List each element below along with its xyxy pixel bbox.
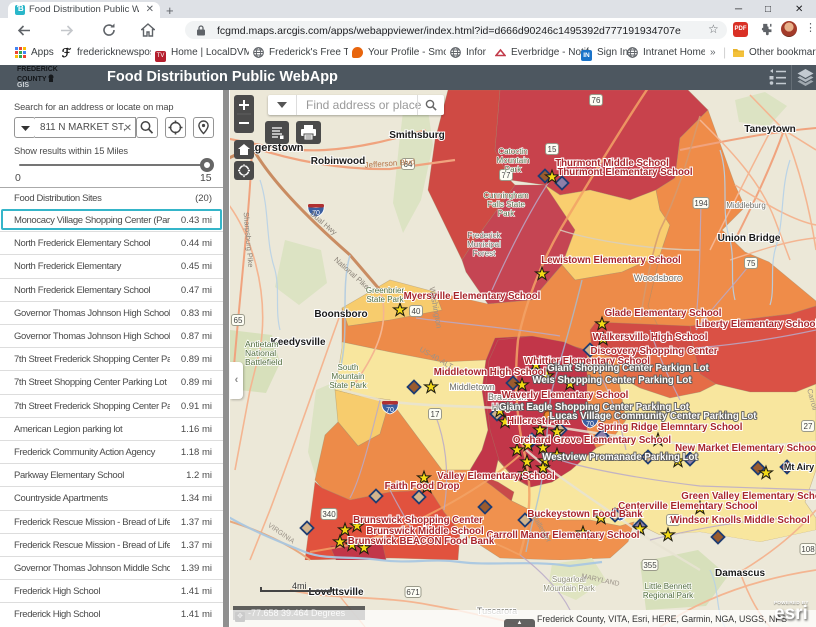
svg-text:Sugarloaf: Sugarloaf — [552, 575, 587, 584]
svg-text:Cunningham: Cunningham — [483, 191, 529, 200]
svg-text:Catoctin: Catoctin — [498, 147, 527, 156]
svg-text:Little Bennett: Little Bennett — [645, 582, 692, 591]
svg-text:75: 75 — [669, 516, 678, 525]
svg-text:Antietam: Antietam — [245, 339, 279, 349]
svg-text:355: 355 — [643, 561, 657, 570]
svg-text:Lucas Village Community Center: Lucas Village Community Center Parking L… — [549, 411, 757, 422]
svg-text:Boonsboro: Boonsboro — [314, 309, 367, 320]
svg-text:Buckeystown Food Bank: Buckeystown Food Bank — [527, 509, 643, 520]
svg-text:Orchard Grove Elementary Schoo: Orchard Grove Elementary School — [513, 435, 671, 446]
svg-text:Glade Elementary School: Glade Elementary School — [605, 308, 722, 319]
svg-text:27: 27 — [804, 422, 813, 431]
svg-text:Windsor Knolls Middle School: Windsor Knolls Middle School — [670, 515, 809, 526]
svg-text:Middleburg: Middleburg — [726, 201, 766, 210]
svg-text:Middletown: Middletown — [449, 382, 495, 392]
svg-text:Myersville Elementary School: Myersville Elementary School — [404, 291, 541, 302]
svg-text:Park: Park — [505, 165, 522, 174]
svg-text:Mountain Park: Mountain Park — [543, 584, 596, 593]
svg-text:Valley Elementary School: Valley Elementary School — [437, 471, 554, 482]
svg-text:Greenbrier: Greenbrier — [366, 286, 405, 295]
svg-text:Smithsburg: Smithsburg — [389, 130, 445, 141]
svg-text:Giant Eagle Shopping Center Pa: Giant Eagle Shopping Center Parking Lot — [499, 402, 690, 413]
svg-text:Discovery Shopping Center: Discovery Shopping Center — [590, 346, 717, 357]
svg-text:Jefferson Blvd: Jefferson Blvd — [364, 157, 415, 170]
svg-text:Mt Airy: Mt Airy — [784, 462, 814, 472]
svg-text:671: 671 — [406, 588, 420, 597]
svg-text:340: 340 — [322, 510, 336, 519]
svg-text:Union Bridge: Union Bridge — [718, 233, 781, 244]
svg-text:Braddock: Braddock — [488, 392, 527, 402]
svg-text:Brunswick Shopping Center: Brunswick Shopping Center — [353, 515, 483, 526]
svg-text:Taneytown: Taneytown — [744, 124, 795, 135]
svg-text:108: 108 — [801, 545, 815, 554]
svg-text:Heights: Heights — [492, 402, 523, 412]
svg-text:South: South — [338, 363, 359, 372]
svg-text:Lewistown Elementary School: Lewistown Elementary School — [541, 255, 680, 266]
svg-text:Municipal: Municipal — [467, 240, 501, 249]
svg-text:Waverly Elementary School: Waverly Elementary School — [502, 390, 629, 401]
svg-text:77: 77 — [502, 171, 511, 180]
svg-text:Falls State: Falls State — [487, 200, 525, 209]
svg-text:Spring Ridge Elemntary School: Spring Ridge Elemntary School — [598, 422, 743, 433]
svg-text:Walkersville High School: Walkersville High School — [593, 332, 708, 343]
svg-text:Brunswick Middle School: Brunswick Middle School — [366, 526, 483, 537]
svg-text:Damascus: Damascus — [715, 568, 765, 579]
svg-text:Keedysville: Keedysville — [270, 337, 325, 348]
svg-text:Park: Park — [498, 209, 515, 218]
svg-text:Hillcrest Park: Hillcrest Park — [507, 416, 570, 427]
svg-text:70: 70 — [386, 407, 394, 414]
svg-text:State Park: State Park — [329, 381, 367, 390]
svg-text:Carroll: Carroll — [805, 388, 816, 412]
svg-text:Woodsboro: Woodsboro — [634, 273, 682, 284]
svg-text:15: 15 — [548, 145, 557, 154]
svg-text:Liberty Elementary School: Liberty Elementary School — [696, 319, 816, 330]
svg-text:76: 76 — [592, 96, 601, 105]
svg-text:75: 75 — [747, 259, 756, 268]
svg-text:194: 194 — [694, 199, 708, 208]
svg-text:64: 64 — [404, 160, 413, 169]
svg-text:Mountain: Mountain — [332, 372, 365, 381]
svg-text:Brunswick BEACON Food Bank: Brunswick BEACON Food Bank — [348, 536, 495, 547]
svg-text:Weis Shopping Center Parking L: Weis Shopping Center Parking Lot — [532, 375, 692, 386]
svg-text:40: 40 — [412, 307, 421, 316]
svg-text:Lovettsville: Lovettsville — [308, 587, 363, 598]
svg-text:Robinwood: Robinwood — [311, 156, 365, 167]
svg-text:Thurmont Elementary School: Thurmont Elementary School — [557, 167, 692, 178]
svg-text:Middletown High School: Middletown High School — [434, 367, 546, 378]
svg-text:Whittier Elementary School: Whittier Elementary School — [524, 356, 650, 367]
svg-text:Centerville Elementary School: Centerville Elementary School — [618, 501, 757, 512]
svg-text:Westview Promanade Parking Lot: Westview Promanade Parking Lot — [542, 452, 698, 463]
svg-text:Mountain: Mountain — [497, 156, 530, 165]
svg-text:Thurmont Middle School: Thurmont Middle School — [555, 158, 669, 169]
svg-text:70: 70 — [586, 421, 594, 428]
svg-text:Faith Food Drop: Faith Food Drop — [385, 481, 460, 492]
svg-text:Giant Shopping Center Parkign: Giant Shopping Center Parkign Lot — [547, 363, 709, 374]
svg-text:65: 65 — [234, 316, 243, 325]
svg-text:Carroll Manor Elementary Schoo: Carroll Manor Elementary School — [487, 530, 640, 541]
svg-text:70: 70 — [312, 210, 320, 217]
svg-text:Frederick: Frederick — [467, 231, 501, 240]
svg-text:17: 17 — [431, 410, 440, 419]
svg-text:Hagerstown: Hagerstown — [241, 142, 304, 154]
svg-text:Forest: Forest — [473, 249, 496, 258]
svg-text:State Park: State Park — [366, 295, 404, 304]
svg-text:Battlefield: Battlefield — [245, 357, 283, 367]
svg-text:Regional Park: Regional Park — [643, 591, 694, 600]
svg-text:New Market Elementary School: New Market Elementary School — [675, 443, 816, 454]
svg-text:Green Valley Elementary Schoo: Green Valley Elementary Schoo — [681, 491, 816, 502]
svg-text:National: National — [245, 348, 276, 358]
